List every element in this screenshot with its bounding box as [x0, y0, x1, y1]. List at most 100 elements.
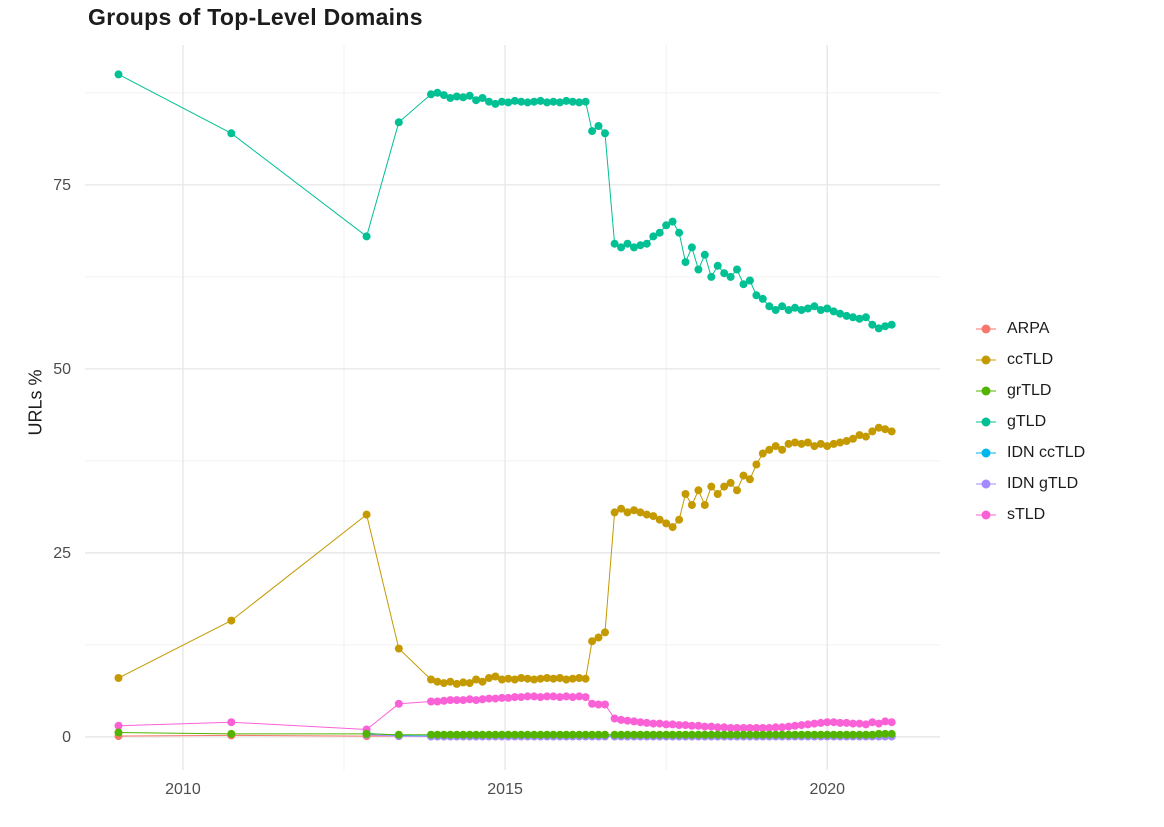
series-point-cctld [465, 679, 474, 688]
series-point-cctld [687, 501, 696, 509]
series-point-stld [855, 719, 864, 728]
series-point-stld [765, 724, 774, 732]
series-point-cctld [497, 675, 506, 684]
series-point-grtld [816, 730, 825, 739]
series-point-stld [394, 699, 403, 708]
series-point-cctld [568, 674, 577, 683]
series-point-gtld [662, 221, 671, 230]
series-point-grtld [726, 730, 735, 739]
series-point-gtld [668, 217, 677, 226]
series-point-cctld [523, 674, 532, 683]
series-point-stld [745, 724, 754, 732]
series-point-cctld [588, 637, 597, 646]
series-point-cctld [784, 439, 793, 448]
series-point-cctld [227, 616, 236, 625]
series-point-stld [472, 696, 481, 705]
series-point-gtld [745, 276, 754, 285]
series-point-gtld [575, 98, 584, 107]
series-point-grtld [517, 730, 526, 739]
series-point-gtld [459, 93, 468, 102]
series-point-stld [829, 718, 838, 727]
series-point-cctld [452, 679, 461, 688]
series-point-gtld [836, 309, 845, 318]
series-point-gtld [700, 250, 709, 259]
series-point-gtld [797, 306, 806, 314]
series-point-stld [752, 724, 761, 732]
series-point-stld [675, 721, 684, 730]
series-point-cctld [758, 449, 767, 458]
series-point-grtld [439, 730, 448, 739]
series-point-cctld [765, 445, 774, 454]
series-point-grtld [655, 730, 664, 739]
series-point-stld [491, 694, 500, 703]
series-point-cctld [662, 519, 671, 528]
series-point-gtld [739, 280, 748, 289]
y-tick-label: 50 [53, 361, 71, 378]
series-point-gtld [588, 127, 597, 136]
series-point-grtld [530, 730, 539, 739]
series-point-grtld [707, 730, 716, 739]
series-point-grtld [427, 730, 435, 739]
series-point-grtld [452, 730, 461, 739]
series-point-cctld [803, 438, 812, 447]
series-point-stld [478, 695, 487, 704]
series-point-grtld [791, 730, 799, 739]
series-point-grtld [523, 730, 532, 739]
series-point-cctld [530, 675, 539, 684]
series-point-stld [439, 696, 448, 705]
series-point-gtld [675, 228, 684, 237]
series-point-gtld [517, 97, 526, 106]
series-point-grtld [733, 730, 741, 739]
series-point-grtld [662, 730, 671, 739]
series-point-gtld [655, 228, 664, 237]
series-point-gtld [472, 96, 481, 105]
legend-item-idn-cctld: IDN ccTLD [975, 442, 1085, 464]
series-point-grtld [797, 730, 806, 739]
series-point-cctld [778, 445, 787, 454]
series-point-stld [791, 721, 799, 730]
series-point-stld [662, 720, 671, 729]
series-point-cctld [791, 438, 799, 447]
series-point-cctld [510, 675, 519, 684]
series-point-cctld [114, 674, 123, 682]
series-point-grtld [478, 730, 487, 739]
series-point-cctld [642, 510, 651, 519]
series-point-grtld [636, 730, 645, 739]
series-point-stld [681, 721, 690, 730]
series-point-cctld [562, 675, 571, 684]
series-point-gtld [881, 322, 890, 331]
series-point-stld [497, 693, 506, 702]
series-point-cctld [439, 679, 448, 688]
series-point-cctld [726, 478, 735, 487]
series-point-cctld [700, 501, 709, 509]
series-point-grtld [588, 730, 597, 739]
series-point-gtld [478, 94, 487, 102]
series-point-grtld [497, 730, 506, 739]
series-point-gtld [816, 306, 825, 314]
series-point-cctld [472, 675, 481, 684]
series-point-grtld [114, 728, 123, 737]
series-point-stld [459, 696, 468, 705]
series-point-cctld [491, 672, 500, 681]
legend-label: IDN ccTLD [1007, 444, 1086, 461]
series-point-gtld [694, 265, 703, 274]
legend-key-dot-icon [976, 448, 996, 458]
series-point-stld [465, 695, 474, 704]
series-point-gtld [791, 303, 799, 312]
legend-item-stld: sTLD [975, 504, 1085, 526]
series-point-grtld [829, 730, 838, 739]
series-point-grtld [861, 730, 870, 739]
series-point-cctld [485, 674, 493, 682]
legend-item-grtld: grTLD [975, 380, 1085, 402]
series-point-gtld [452, 92, 461, 101]
series-point-stld [601, 700, 609, 709]
series-point-cctld [433, 677, 442, 686]
series-point-stld [504, 693, 513, 702]
series-point-cctld [810, 442, 819, 451]
series-point-gtld [733, 265, 741, 274]
series-point-gtld [687, 243, 696, 252]
legend-label: sTLD [1007, 506, 1046, 523]
series-point-stld [868, 718, 877, 727]
